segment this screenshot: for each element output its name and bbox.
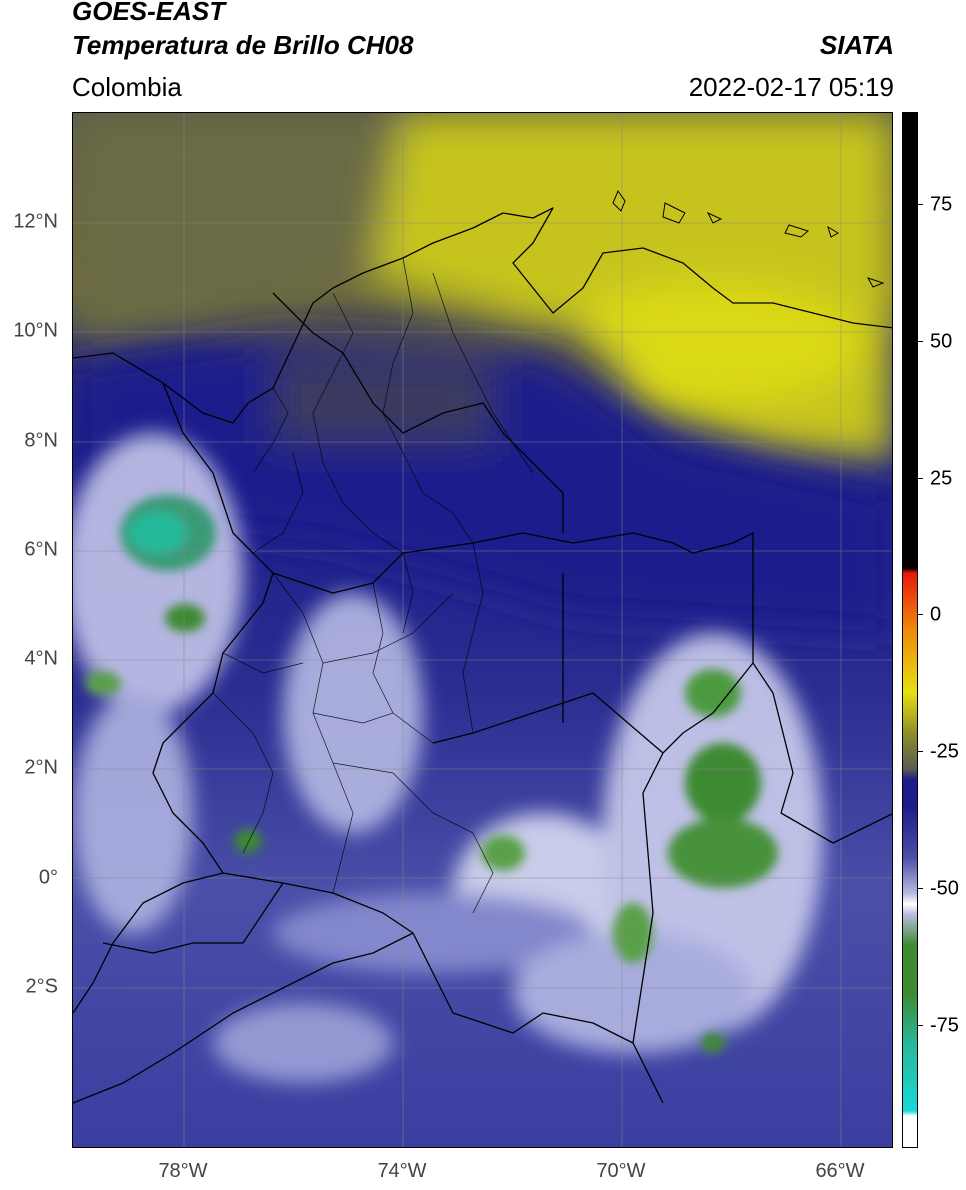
lat-label-2n: 2°N — [24, 756, 58, 779]
lon-label-70w: 70°W — [596, 1160, 646, 1182]
colorbar-tick — [918, 204, 923, 205]
lon-label-66w: 66°W — [815, 1160, 865, 1182]
colorbar-tick — [918, 1025, 923, 1026]
temperature-colorbar — [902, 112, 918, 1148]
colorbar-label-75: 75 — [930, 193, 953, 216]
satellite-map[interactable] — [72, 112, 893, 1148]
lon-label-78w: 78°W — [158, 1160, 208, 1182]
lat-label-8n: 8°N — [24, 429, 58, 452]
colorbar-tick — [918, 751, 923, 752]
colorbar-label-25: 25 — [930, 467, 953, 490]
colorbar-label-minus75: -75 — [930, 1014, 959, 1037]
lon-label-74w: 74°W — [377, 1160, 427, 1182]
colorbar-label-minus50: -50 — [930, 877, 959, 900]
lat-label-0: 0° — [38, 866, 58, 889]
colorbar-label-50: 50 — [930, 330, 953, 353]
colorbar-tick — [918, 888, 923, 889]
colorbar-tick — [918, 478, 923, 479]
colorbar-tick — [918, 614, 923, 615]
lat-label-6n: 6°N — [24, 538, 58, 561]
colorbar-label-minus25: -25 — [930, 740, 959, 763]
satellite-title: GOES-EAST — [72, 0, 226, 26]
region-label: Colombia — [72, 72, 182, 102]
map-image — [73, 113, 892, 1147]
colorbar-label-0: 0 — [930, 603, 942, 626]
product-title: Temperatura de Brillo CH08 — [72, 30, 414, 60]
colorbar-tick — [918, 341, 923, 342]
datetime-label: 2022-02-17 05:19 — [688, 72, 894, 102]
lat-label-2s: 2°S — [25, 975, 58, 998]
agency-label: SIATA — [819, 30, 894, 60]
lat-label-12n: 12°N — [13, 210, 58, 233]
lat-label-4n: 4°N — [24, 647, 58, 670]
lat-label-10n: 10°N — [13, 319, 58, 342]
